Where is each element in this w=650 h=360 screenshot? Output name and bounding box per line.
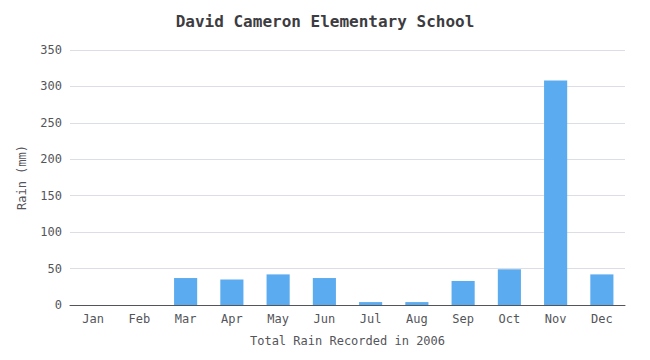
svg-text:Apr: Apr xyxy=(221,312,243,326)
svg-text:150: 150 xyxy=(40,189,62,203)
svg-text:David Cameron Elementary Schoo: David Cameron Elementary School xyxy=(176,12,475,31)
svg-text:Rain (mm): Rain (mm) xyxy=(15,145,29,210)
svg-text:Dec: Dec xyxy=(591,312,613,326)
svg-text:May: May xyxy=(267,312,289,326)
svg-text:Total Rain Recorded in 2006: Total Rain Recorded in 2006 xyxy=(250,334,445,348)
svg-text:300: 300 xyxy=(40,79,62,93)
svg-text:Jan: Jan xyxy=(82,312,104,326)
svg-text:Sep: Sep xyxy=(452,312,474,326)
svg-text:350: 350 xyxy=(40,43,62,57)
svg-text:Nov: Nov xyxy=(545,312,567,326)
svg-text:Aug: Aug xyxy=(406,312,428,326)
svg-text:250: 250 xyxy=(40,116,62,130)
svg-text:100: 100 xyxy=(40,225,62,239)
svg-text:Mar: Mar xyxy=(175,312,197,326)
svg-text:Feb: Feb xyxy=(129,312,151,326)
svg-text:50: 50 xyxy=(48,262,62,276)
svg-text:0: 0 xyxy=(55,298,62,312)
svg-text:Jun: Jun xyxy=(314,312,336,326)
svg-text:200: 200 xyxy=(40,152,62,166)
svg-text:Oct: Oct xyxy=(499,312,521,326)
svg-text:Jul: Jul xyxy=(360,312,382,326)
